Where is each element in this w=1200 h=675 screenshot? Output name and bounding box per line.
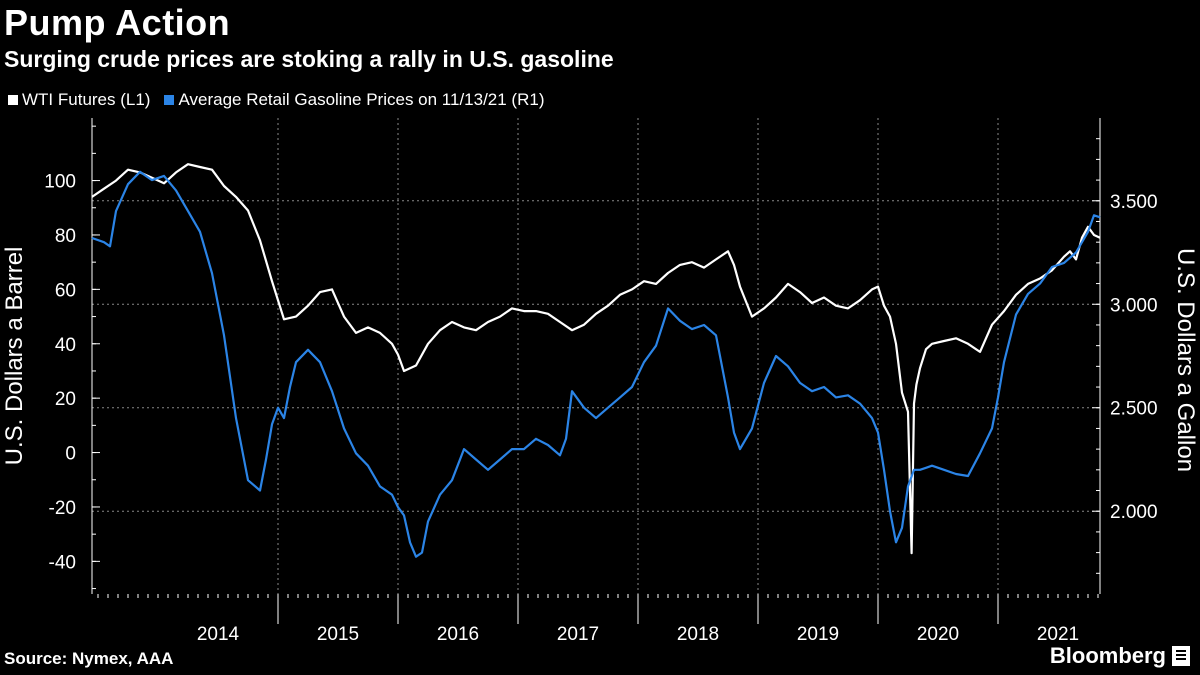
left-tick-label: 60 xyxy=(55,280,76,301)
left-axis-title: U.S. Dollars a Barrel xyxy=(1,247,28,466)
left-tick-label: 100 xyxy=(44,172,76,193)
x-tick-label: 2020 xyxy=(917,624,959,645)
brand-logo: Bloomberg xyxy=(1050,643,1190,669)
right-axis-title: U.S. Dollars a Gallon xyxy=(1172,248,1199,472)
axes xyxy=(91,118,1101,594)
grid-lines xyxy=(92,118,1100,594)
left-tick-label: 20 xyxy=(55,389,76,410)
x-axis-ticks: 2014 2015 2016 2017 2018 2019 2020 2021 xyxy=(97,594,1099,645)
series-line-gasoline xyxy=(91,170,1101,558)
right-tick-label: 2.500 xyxy=(1110,399,1158,420)
legend-swatch-gasoline xyxy=(164,95,175,105)
x-tick-label: 2017 xyxy=(557,624,599,645)
right-tick-label: 2.000 xyxy=(1110,502,1158,523)
legend-swatch-wti xyxy=(8,95,18,105)
series-lines xyxy=(91,163,1101,558)
legend: WTI Futures (L1) Average Retail Gasoline… xyxy=(8,90,544,110)
right-tick-label: 3.500 xyxy=(1110,192,1158,213)
left-tick-label: 40 xyxy=(55,335,76,356)
left-axis-ticks: 100 80 60 40 20 0 -20 -40 xyxy=(44,125,100,590)
left-tick-label: 0 xyxy=(65,444,76,465)
legend-label-gasoline: Average Retail Gasoline Prices on 11/13/… xyxy=(178,90,545,109)
x-tick-label: 2018 xyxy=(677,624,719,645)
right-axis-ticks: 3.500 3.000 2.500 2.000 xyxy=(1092,138,1158,574)
source-note: Source: Nymex, AAA xyxy=(4,649,174,668)
chart-subtitle: Surging crude prices are stoking a rally… xyxy=(4,46,614,72)
left-tick-label: -40 xyxy=(49,552,76,573)
right-tick-label: 3.000 xyxy=(1110,295,1158,316)
left-tick-label: -20 xyxy=(49,498,76,519)
x-tick-label: 2021 xyxy=(1037,624,1079,645)
x-tick-label: 2015 xyxy=(317,624,359,645)
x-tick-label: 2016 xyxy=(437,624,479,645)
chart-title: Pump Action xyxy=(4,2,231,43)
bloomberg-terminal-icon xyxy=(1172,646,1190,666)
legend-item-gasoline: Average Retail Gasoline Prices on 11/13/… xyxy=(164,90,544,110)
x-tick-label: 2014 xyxy=(197,624,240,645)
brand-name: Bloomberg xyxy=(1049,643,1166,668)
legend-item-wti: WTI Futures (L1) xyxy=(8,90,150,110)
legend-label-wti: WTI Futures (L1) xyxy=(22,90,151,109)
x-tick-label: 2019 xyxy=(797,624,839,645)
left-tick-label: 80 xyxy=(55,226,76,247)
series-line-wti xyxy=(91,163,1101,555)
